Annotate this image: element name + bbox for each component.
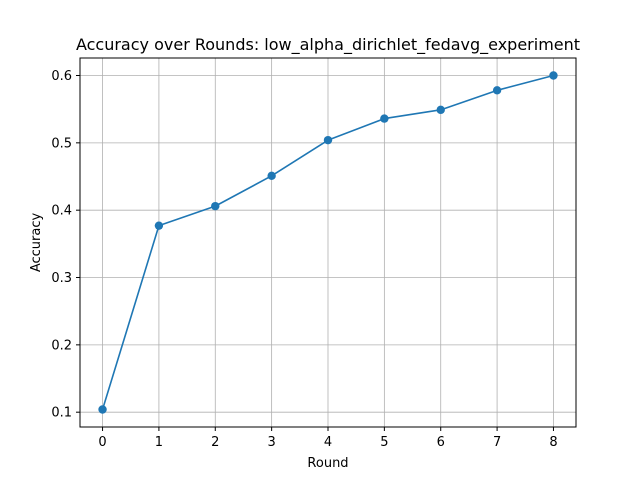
x-tick-label: 7: [493, 435, 501, 450]
data-point: [211, 201, 220, 211]
series-layer: [98, 71, 558, 414]
data-point: [323, 135, 333, 145]
y-axis-title: Accuracy: [29, 213, 44, 273]
y-tick-label: 0.2: [51, 338, 72, 353]
chart-title: Accuracy over Rounds: low_alpha_dirichle…: [76, 35, 580, 55]
x-axis-title: Round: [307, 456, 348, 471]
y-tick-label: 0.1: [51, 406, 72, 421]
x-tick-label: 1: [155, 435, 163, 450]
data-point: [267, 171, 276, 181]
plot-frame: [79, 57, 577, 428]
y-tick-label: 0.5: [51, 136, 72, 151]
data-point: [436, 105, 445, 115]
x-tick-label: 0: [98, 435, 106, 450]
x-tick-label: 5: [380, 435, 388, 450]
x-tick-label: 4: [324, 435, 332, 450]
x-tick-label: 3: [267, 435, 275, 450]
data-point: [98, 405, 107, 414]
y-tick-label: 0.3: [51, 271, 72, 286]
x-tick-label: 6: [437, 435, 445, 450]
data-point: [492, 86, 502, 95]
y-tick-label: 0.6: [51, 69, 72, 84]
data-point: [380, 114, 389, 123]
y-axis-ticks: 0.1 0.2 0.3 0.4 0.5 0.6: [51, 69, 80, 421]
data-point: [154, 221, 164, 230]
y-tick-label: 0.4: [51, 204, 72, 219]
x-axis-ticks: 0 1 2 3 4 5 6 7 8: [98, 427, 558, 450]
x-tick-label: 8: [549, 435, 557, 450]
data-point: [549, 71, 558, 80]
x-tick-label: 2: [211, 435, 219, 450]
